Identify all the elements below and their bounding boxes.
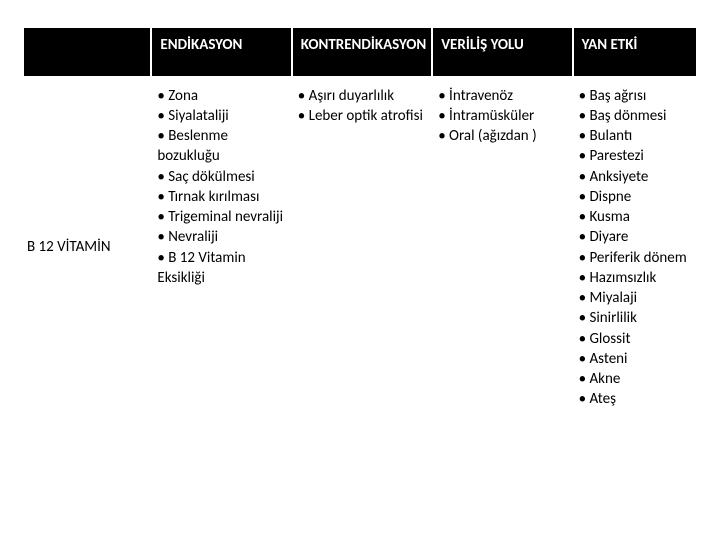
list-item: • Baş dönmesi — [579, 106, 691, 126]
list-item: • Leber optik atrofisi — [298, 106, 426, 126]
list-item: • İntravenöz — [438, 86, 566, 106]
list-item: • Nevraliji — [157, 227, 285, 247]
list-item: • Trigeminal nevraliji — [157, 207, 285, 227]
cell-yan-etki: • Baş ağrısı• Baş dönmesi• Bulantı• Pare… — [573, 77, 697, 418]
list-item: • Oral (ağızdan ) — [438, 126, 566, 146]
cell-endikasyon: • Zona• Siyalataliji• Beslenme bozukluğu… — [151, 77, 291, 418]
header-endikasyon: ENDİKASYON — [151, 27, 291, 77]
header-kontrendikasyon: KONTRENDİKASYON — [292, 27, 432, 77]
list-item: • Glossit — [579, 329, 691, 349]
list-item: • B 12 Vitamin Eksikliği — [157, 248, 285, 289]
list-item: • Miyalaji — [579, 288, 691, 308]
list-item: • Dispne — [579, 187, 691, 207]
row-header-b12: B 12 VİTAMİN — [23, 77, 151, 418]
list-item: • Parestezi — [579, 146, 691, 166]
header-yan-etki: YAN ETKİ — [573, 27, 697, 77]
medication-table: ENDİKASYON KONTRENDİKASYON VERİLİŞ YOLU … — [22, 26, 698, 418]
list-item: • Anksiyete — [579, 167, 691, 187]
list-item: • Ateş — [579, 389, 691, 409]
cell-kontrendikasyon: • Aşırı duyarlılık• Leber optik atrofisi — [292, 77, 432, 418]
slide-container: { "colors": { "header_bg": "#000000", "h… — [0, 0, 720, 418]
cell-verilis-yolu: • İntravenöz• İntramüsküler• Oral (ağızd… — [432, 77, 572, 418]
list-item: • Akne — [579, 369, 691, 389]
header-verilis-yolu: VERİLİŞ YOLU — [432, 27, 572, 77]
list-item: • Aşırı duyarlılık — [298, 86, 426, 106]
list-item: • Siyalataliji — [157, 106, 285, 126]
list-item: • Asteni — [579, 349, 691, 369]
list-item: • Kusma — [579, 207, 691, 227]
list-item: • Baş ağrısı — [579, 86, 691, 106]
list-item: • Diyare — [579, 227, 691, 247]
list-item: • Sinirlilik — [579, 308, 691, 328]
header-blank — [23, 27, 151, 77]
list-item: • Beslenme bozukluğu — [157, 126, 285, 167]
list-item: • Saç dökülmesi — [157, 167, 285, 187]
list-item: • Tırnak kırılması — [157, 187, 285, 207]
list-item: • Periferik dönem — [579, 248, 691, 268]
table-row: B 12 VİTAMİN • Zona• Siyalataliji• Besle… — [23, 77, 697, 418]
list-item: • Zona — [157, 86, 285, 106]
list-item: • Bulantı — [579, 126, 691, 146]
list-item: • İntramüsküler — [438, 106, 566, 126]
list-item: • Hazımsızlık — [579, 268, 691, 288]
table-header-row: ENDİKASYON KONTRENDİKASYON VERİLİŞ YOLU … — [23, 27, 697, 77]
